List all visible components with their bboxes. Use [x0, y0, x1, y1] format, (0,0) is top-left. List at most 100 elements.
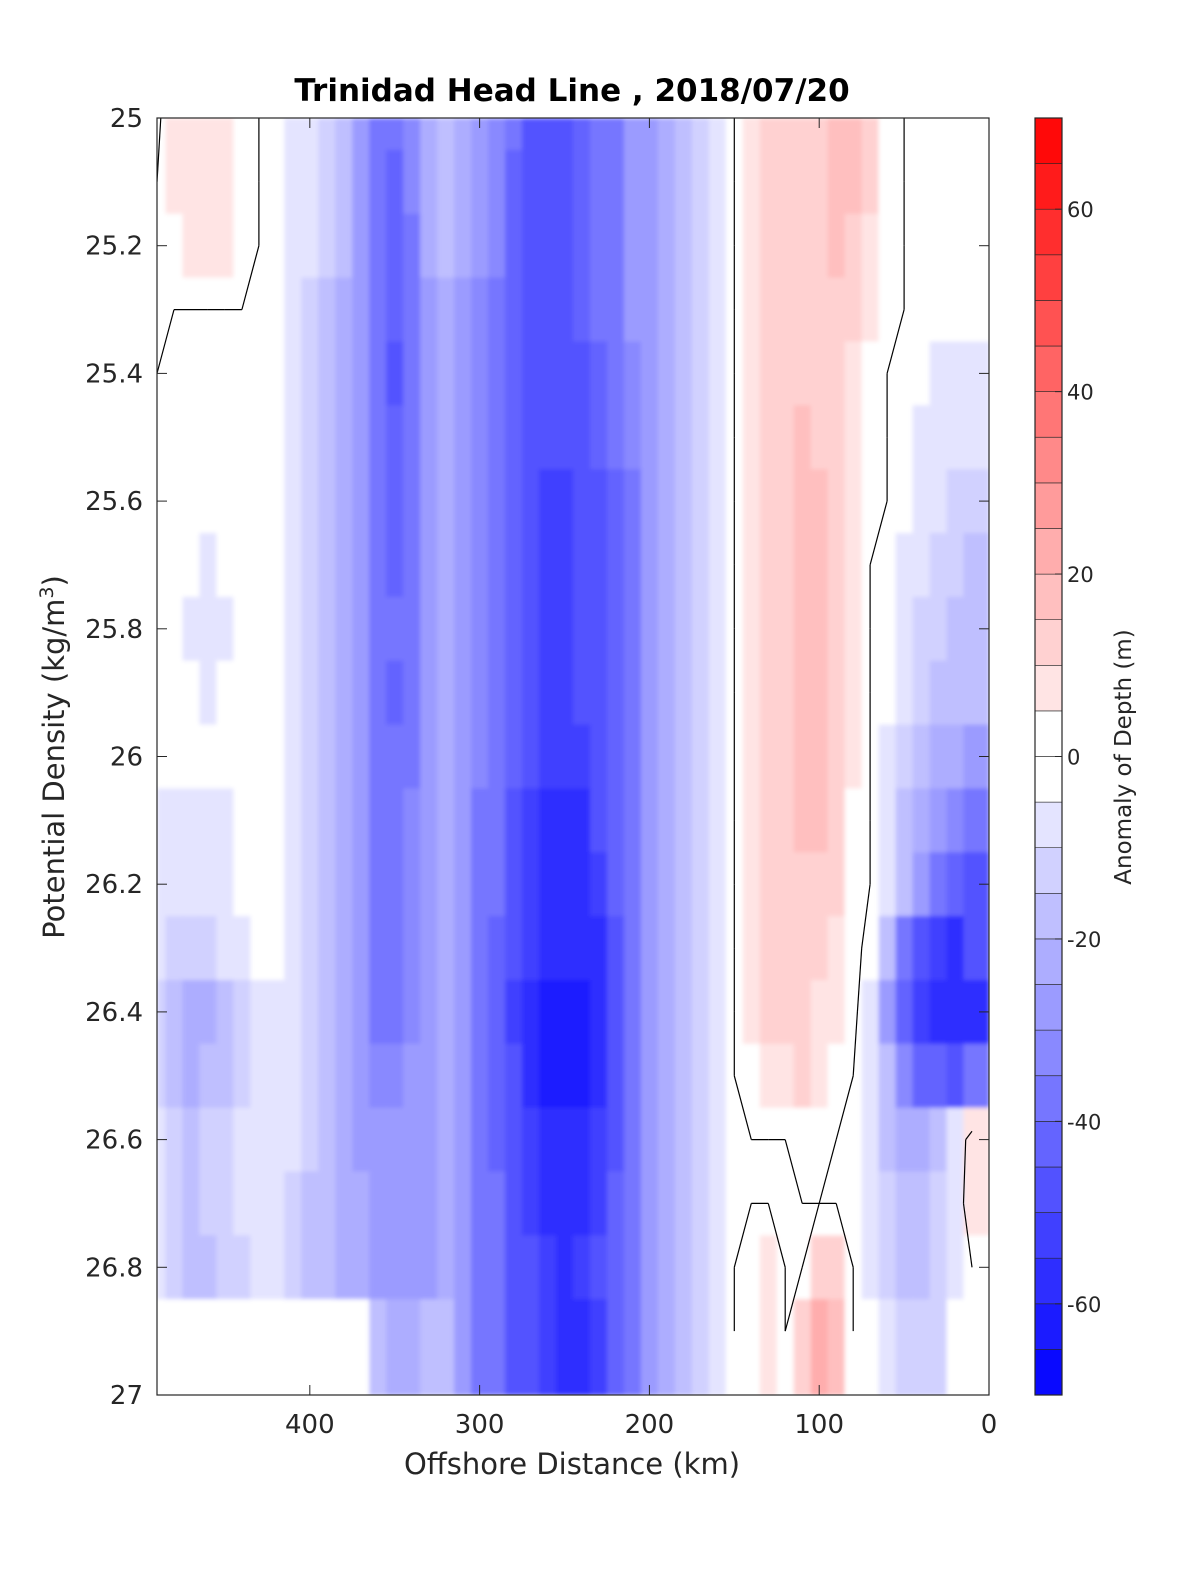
heatmap-cell	[403, 1171, 421, 1236]
heatmap-cell	[301, 149, 319, 215]
heatmap-cell	[674, 405, 693, 470]
heatmap-cell	[454, 1171, 472, 1236]
heatmap-cell	[165, 596, 184, 662]
heatmap-cell	[844, 852, 863, 917]
heatmap-cell	[878, 1107, 897, 1173]
heatmap-cell	[522, 1171, 540, 1236]
heatmap-cell	[165, 341, 184, 406]
heatmap-cell	[912, 149, 931, 215]
heatmap-cell	[573, 533, 591, 598]
heatmap-cell	[607, 1235, 625, 1300]
heatmap-cell	[878, 533, 897, 598]
heatmap-cell	[590, 1107, 608, 1173]
heatmap-cell	[674, 980, 693, 1045]
heatmap-cell	[539, 788, 557, 853]
heatmap-cell	[284, 213, 302, 279]
heatmap-cell	[318, 341, 336, 406]
heatmap-cell	[691, 1107, 710, 1173]
heatmap-cell	[216, 916, 234, 981]
heatmap-cell	[539, 852, 557, 917]
heatmap-cell	[403, 533, 421, 598]
heatmap-cell	[505, 788, 523, 853]
heatmap-cell	[590, 405, 608, 470]
y-axis-label-superscript: 3	[36, 586, 58, 598]
heatmap-cell	[674, 1235, 693, 1300]
heatmap-cell	[691, 469, 710, 534]
heatmap-cell	[691, 916, 710, 981]
heatmap-cell	[165, 788, 184, 853]
heatmap-cell	[301, 916, 319, 981]
heatmap-cell	[522, 1299, 540, 1395]
heatmap-cell	[199, 1107, 217, 1173]
heatmap-cell	[301, 118, 319, 151]
heatmap-cell	[157, 149, 167, 215]
heatmap-cell	[590, 149, 608, 215]
heatmap-cell	[573, 724, 591, 790]
colorbar-band	[1034, 664, 1063, 712]
heatmap-cell	[759, 1043, 778, 1109]
heatmap-cell	[454, 118, 472, 151]
heatmap-cell	[674, 149, 693, 215]
heatmap-cell	[708, 1235, 727, 1300]
heatmap-cell	[963, 1171, 989, 1236]
heatmap-cell	[267, 1299, 285, 1395]
heatmap-cell	[861, 405, 880, 470]
heatmap-cell	[963, 1299, 989, 1395]
heatmap-cell	[539, 596, 557, 662]
heatmap-cell	[946, 660, 965, 726]
heatmap-cell	[233, 916, 251, 981]
heatmap-cell	[742, 1299, 761, 1395]
heatmap-cell	[640, 1235, 659, 1300]
heatmap-cell	[250, 852, 268, 917]
heatmap-cell	[844, 916, 863, 981]
heatmap-cell	[386, 980, 404, 1045]
heatmap-cell	[199, 533, 217, 598]
heatmap-cell	[708, 660, 727, 726]
heatmap-cell	[488, 405, 506, 470]
heatmap-cell	[250, 277, 268, 343]
y-axis-label-main: Potential Density (kg/m	[37, 599, 71, 939]
heatmap-cell	[267, 788, 285, 853]
heatmap-cell	[403, 1107, 421, 1173]
heatmap-cell	[335, 916, 353, 981]
heatmap-cell	[267, 596, 285, 662]
heatmap-cell	[946, 277, 965, 343]
heatmap-cell	[369, 1043, 387, 1109]
heatmap-cell	[267, 660, 285, 726]
heatmap-cell	[335, 405, 353, 470]
heatmap-cell	[776, 980, 795, 1045]
heatmap-cell	[912, 1235, 931, 1300]
heatmap-cell	[386, 1043, 404, 1109]
heatmap-cell	[878, 1235, 897, 1300]
heatmap-cell	[199, 724, 217, 790]
heatmap-cell	[165, 1299, 184, 1395]
heatmap-cell	[895, 980, 914, 1045]
heatmap-cell	[301, 277, 319, 343]
heatmap-cell	[301, 341, 319, 406]
heatmap-cell	[759, 660, 778, 726]
heatmap-cell	[437, 213, 455, 279]
heatmap-cell	[335, 660, 353, 726]
heatmap-cell	[420, 724, 438, 790]
heatmap-cell	[267, 213, 285, 279]
heatmap-cell	[793, 149, 812, 215]
heatmap-cell	[929, 852, 948, 917]
y-tick-label: 25.6	[85, 487, 143, 517]
heatmap-cell	[963, 533, 989, 598]
heatmap-cell	[403, 916, 421, 981]
heatmap-cell	[827, 118, 846, 151]
heatmap-cell	[522, 596, 540, 662]
heatmap-cell	[895, 405, 914, 470]
heatmap-cell	[165, 660, 184, 726]
zero-contour-segment	[962, 1203, 973, 1268]
heatmap-cell	[488, 341, 506, 406]
heatmap-cell	[556, 1043, 574, 1109]
heatmap-cell	[420, 1299, 438, 1395]
heatmap-cell	[318, 852, 336, 917]
heatmap-cell	[182, 149, 201, 215]
heatmap-cell	[895, 660, 914, 726]
heatmap-cell	[165, 1235, 184, 1300]
heatmap-cell	[573, 788, 591, 853]
heatmap-cell	[471, 1107, 489, 1173]
heatmap-cell	[454, 149, 472, 215]
